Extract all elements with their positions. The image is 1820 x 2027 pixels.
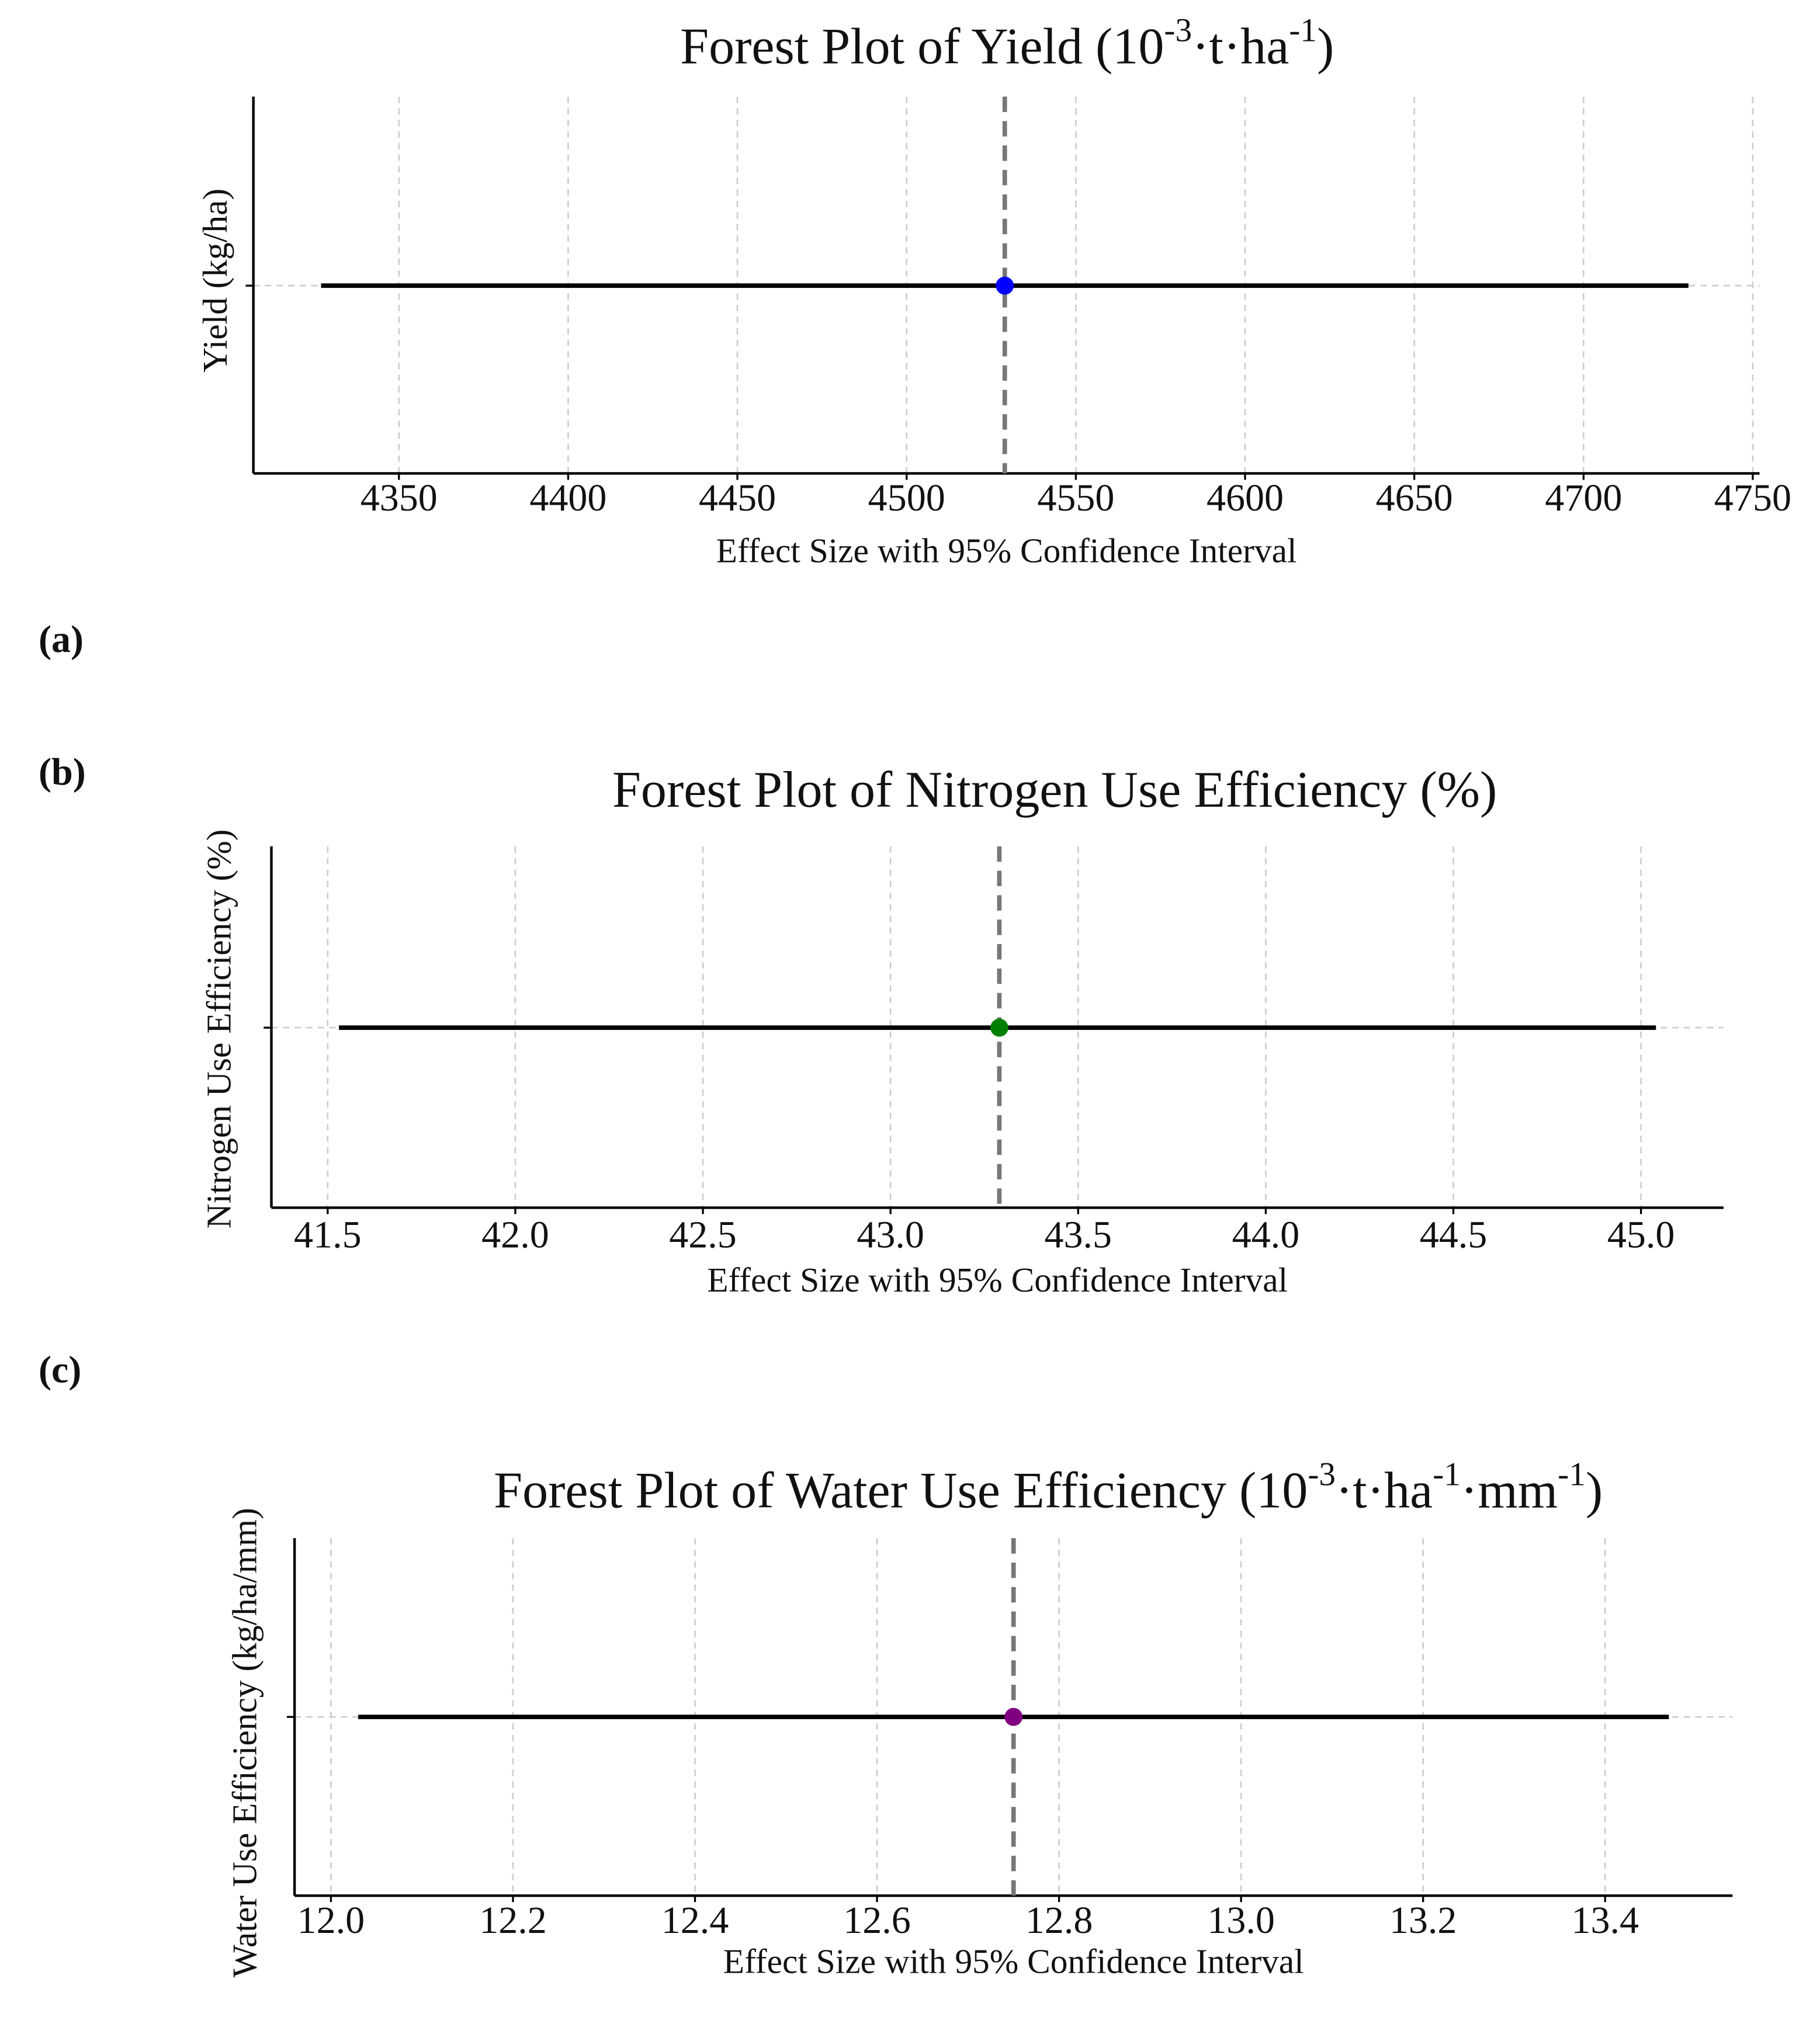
- title-superscript: -3: [1164, 12, 1192, 49]
- x-tick-label: 12.0: [297, 1899, 365, 1942]
- x-tick-label: 13.2: [1389, 1899, 1457, 1942]
- x-tick-label: 13.0: [1207, 1899, 1275, 1942]
- y-axis-label: Yield (kg/ha): [196, 189, 234, 373]
- x-axis-label: Effect Size with 95% Confidence Interval: [707, 1261, 1288, 1299]
- panel-label: (b): [39, 751, 86, 793]
- x-tick-label: 12.8: [1025, 1899, 1093, 1942]
- x-tick-label: 4350: [360, 477, 438, 519]
- title-superscript: -3: [1308, 1456, 1336, 1493]
- x-tick-label: 44.5: [1420, 1213, 1488, 1256]
- estimate-point: [1004, 1707, 1023, 1726]
- title-text: ): [1317, 19, 1334, 75]
- title-text: ·mm: [1461, 1463, 1558, 1519]
- title-text: Forest Plot of Yield (10: [680, 19, 1164, 75]
- y-axis-label: Nitrogen Use Efficiency (%): [199, 829, 238, 1229]
- x-tick-label: 4600: [1207, 477, 1284, 519]
- title-superscript: -1: [1433, 1456, 1461, 1493]
- title-text: ): [1586, 1463, 1603, 1519]
- x-tick-label: 43.5: [1044, 1213, 1112, 1256]
- x-axis-label: Effect Size with 95% Confidence Interval: [716, 532, 1297, 570]
- x-tick-label: 45.0: [1607, 1213, 1675, 1256]
- title-text: Forest Plot of Nitrogen Use Efficiency (…: [612, 762, 1497, 818]
- chart-title: Forest Plot of Yield (10-3·t·ha-1): [680, 12, 1334, 75]
- x-tick-label: 44.0: [1232, 1213, 1300, 1256]
- x-tick-label: 4700: [1545, 477, 1622, 519]
- x-tick-label: 42.0: [481, 1213, 549, 1256]
- x-tick-label: 4550: [1037, 477, 1114, 519]
- title-text: Forest Plot of Water Use Efficiency (10: [494, 1463, 1308, 1519]
- title-text: ·t·ha: [1336, 1463, 1433, 1519]
- title-text: ·t·ha: [1192, 19, 1289, 75]
- title-superscript: -1: [1289, 12, 1317, 49]
- x-tick-label: 43.0: [857, 1213, 924, 1256]
- x-tick-label: 12.2: [479, 1899, 547, 1942]
- x-tick-label: 42.5: [669, 1213, 737, 1256]
- x-tick-label: 4750: [1714, 477, 1791, 519]
- chart-title: Forest Plot of Nitrogen Use Efficiency (…: [612, 762, 1497, 818]
- title-superscript: -1: [1558, 1456, 1586, 1493]
- x-tick-label: 4400: [529, 477, 606, 519]
- x-tick-label: 13.4: [1571, 1899, 1639, 1942]
- x-tick-label: 4650: [1376, 477, 1453, 519]
- estimate-point: [990, 1018, 1008, 1037]
- x-tick-label: 12.6: [843, 1899, 911, 1942]
- x-tick-label: 12.4: [661, 1899, 729, 1942]
- panel-label: (a): [39, 618, 84, 661]
- x-tick-label: 4450: [699, 477, 776, 519]
- panel-label: (c): [39, 1349, 81, 1391]
- estimate-point: [996, 276, 1014, 295]
- x-tick-label: 4500: [868, 477, 945, 519]
- x-axis-label: Effect Size with 95% Confidence Interval: [723, 1942, 1304, 1981]
- y-axis-label: Water Use Efficiency (kg/ha/mm): [226, 1508, 264, 1977]
- x-tick-label: 41.5: [294, 1213, 362, 1256]
- chart-title: Forest Plot of Water Use Efficiency (10-…: [494, 1456, 1603, 1519]
